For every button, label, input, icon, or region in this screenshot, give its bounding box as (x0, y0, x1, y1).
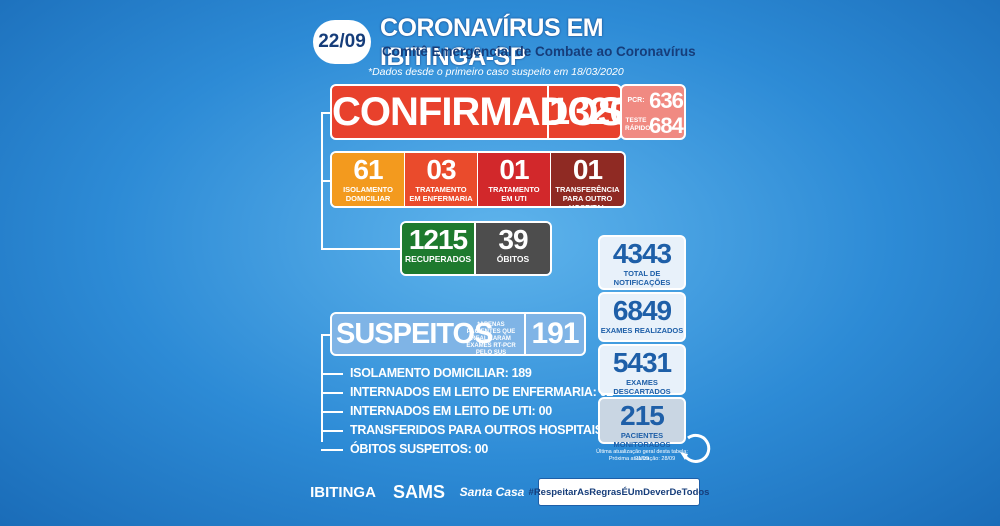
confirmed-label: CONFIRMADOS (332, 90, 622, 134)
status-label: TRATAMENTO EM ENFERMARIA (409, 185, 473, 203)
bracket (321, 112, 333, 114)
panel-value: 215 (620, 400, 665, 431)
panel-label: EXAMES DESCARTADOS (613, 378, 671, 396)
suspect-item: ÓBITOS SUSPEITOS: 00 (350, 442, 489, 456)
bracket (321, 411, 343, 413)
outcome-value: 39 (498, 224, 528, 255)
update-note: Última atualização geral desta tabela: 2… (596, 449, 688, 462)
test-label: TESTE RÁPIDO: (625, 117, 653, 132)
bracket (321, 334, 323, 442)
update-note: Próxima atualização: 28/09 (608, 456, 676, 462)
status-label: TRATAMENTO EM UTI (488, 185, 540, 203)
panel-value: 4343 (612, 238, 672, 269)
status-value: 01 (499, 154, 529, 185)
subtitle: Comitê Emergencial de Combate ao Coronav… (382, 44, 696, 59)
bracket (321, 373, 343, 375)
tests: PCR: 636 TESTE RÁPIDO: 684 (620, 84, 686, 140)
logo: SAMS (393, 481, 446, 502)
bracket (321, 449, 343, 451)
hashtag: #RespeitarAsRegrasÉUmDeverDeTodos (529, 478, 709, 506)
status-cell: 01 TRATAMENTO EM UTI (478, 153, 551, 206)
panel-box: 6849 EXAMES REALIZADOS (598, 292, 686, 342)
test-value: 636 (649, 88, 684, 113)
suspects-label: SUSPEITOS (336, 318, 493, 350)
panel-label: PACIENTES MONITORADOS (613, 431, 671, 449)
suspects-note: *APENAS PACIENTES QUE REALIZARAM EXAMES … (466, 322, 516, 356)
status-value: 03 (426, 154, 456, 185)
bracket (321, 334, 331, 336)
panel-value: 6849 (612, 295, 672, 326)
status-value: 01 (572, 154, 603, 185)
refresh-icon (680, 433, 711, 463)
suspect-item: INTERNADOS EM LEITO DE ENFERMARIA: 02 (350, 385, 613, 399)
outcome-cell: 39 ÓBITOS (476, 223, 550, 274)
confirmed-value: 1320 (549, 91, 622, 133)
bracket (321, 430, 343, 432)
confirmed: CONFIRMADOS 1320 (330, 84, 622, 140)
logo: IBITINGA (310, 483, 376, 501)
suspects: SUSPEITOS *APENAS PACIENTES QUE REALIZAR… (330, 312, 586, 356)
panel-value: 5431 (612, 347, 672, 378)
panel-box: 4343 TOTAL DE NOTIFICAÇÕES (598, 235, 686, 290)
panel-label: TOTAL DE NOTIFICAÇÕES (613, 269, 671, 287)
test-label: PCR: (627, 97, 645, 104)
panel-box: 215 PACIENTES MONITORADOS (598, 397, 686, 449)
date-badge: 22/09 (313, 20, 371, 64)
bracket (321, 392, 343, 394)
logo: Santa Casa (459, 485, 525, 499)
outcome-cell: 1215 RECUPERADOS (402, 223, 476, 274)
note: *Dados desde o primeiro caso suspeito em… (368, 66, 624, 78)
panel-label: EXAMES REALIZADOS (600, 326, 684, 335)
status-value: 61 (353, 154, 383, 185)
bracket (321, 180, 333, 182)
status-label: ISOLAMENTO DOMICILIAR (343, 185, 393, 203)
test-value: 684 (649, 113, 684, 138)
bracket (321, 248, 403, 250)
title: CORONAVÍRUS EM IBITINGA-SP (380, 14, 604, 71)
divider (524, 314, 526, 354)
status-cell: 03 TRATAMENTO EM ENFERMARIA (405, 153, 478, 206)
outcome-label: ÓBITOS (496, 254, 530, 264)
outcomes-row: 1215 RECUPERADOS 39 ÓBITOS (400, 221, 552, 276)
status-cell: 61 ISOLAMENTO DOMICILIAR (332, 153, 405, 206)
suspects-value: 191 (531, 317, 579, 350)
status-label: TRANSFERÊNCIA PARA OUTRO HOSPITAL (555, 185, 620, 208)
suspect-item: TRANSFERIDOS PARA OUTROS HOSPITAIS: 00 (350, 423, 624, 437)
outcome-label: RECUPERADOS (404, 254, 472, 264)
outcome-value: 1215 (408, 224, 468, 255)
divider (547, 86, 549, 138)
status-row: 61 ISOLAMENTO DOMICILIAR 03 TRATAMENTO EM E… (330, 151, 626, 208)
status-cell: 01 TRANSFERÊNCIA PARA OUTRO HOSPITAL (551, 153, 624, 206)
suspect-item: INTERNADOS EM LEITO DE UTI: 00 (350, 404, 552, 418)
suspect-item: ISOLAMENTO DOMICILIAR: 189 (350, 366, 532, 380)
panel-box: 5431 EXAMES DESCARTADOS (598, 344, 686, 396)
